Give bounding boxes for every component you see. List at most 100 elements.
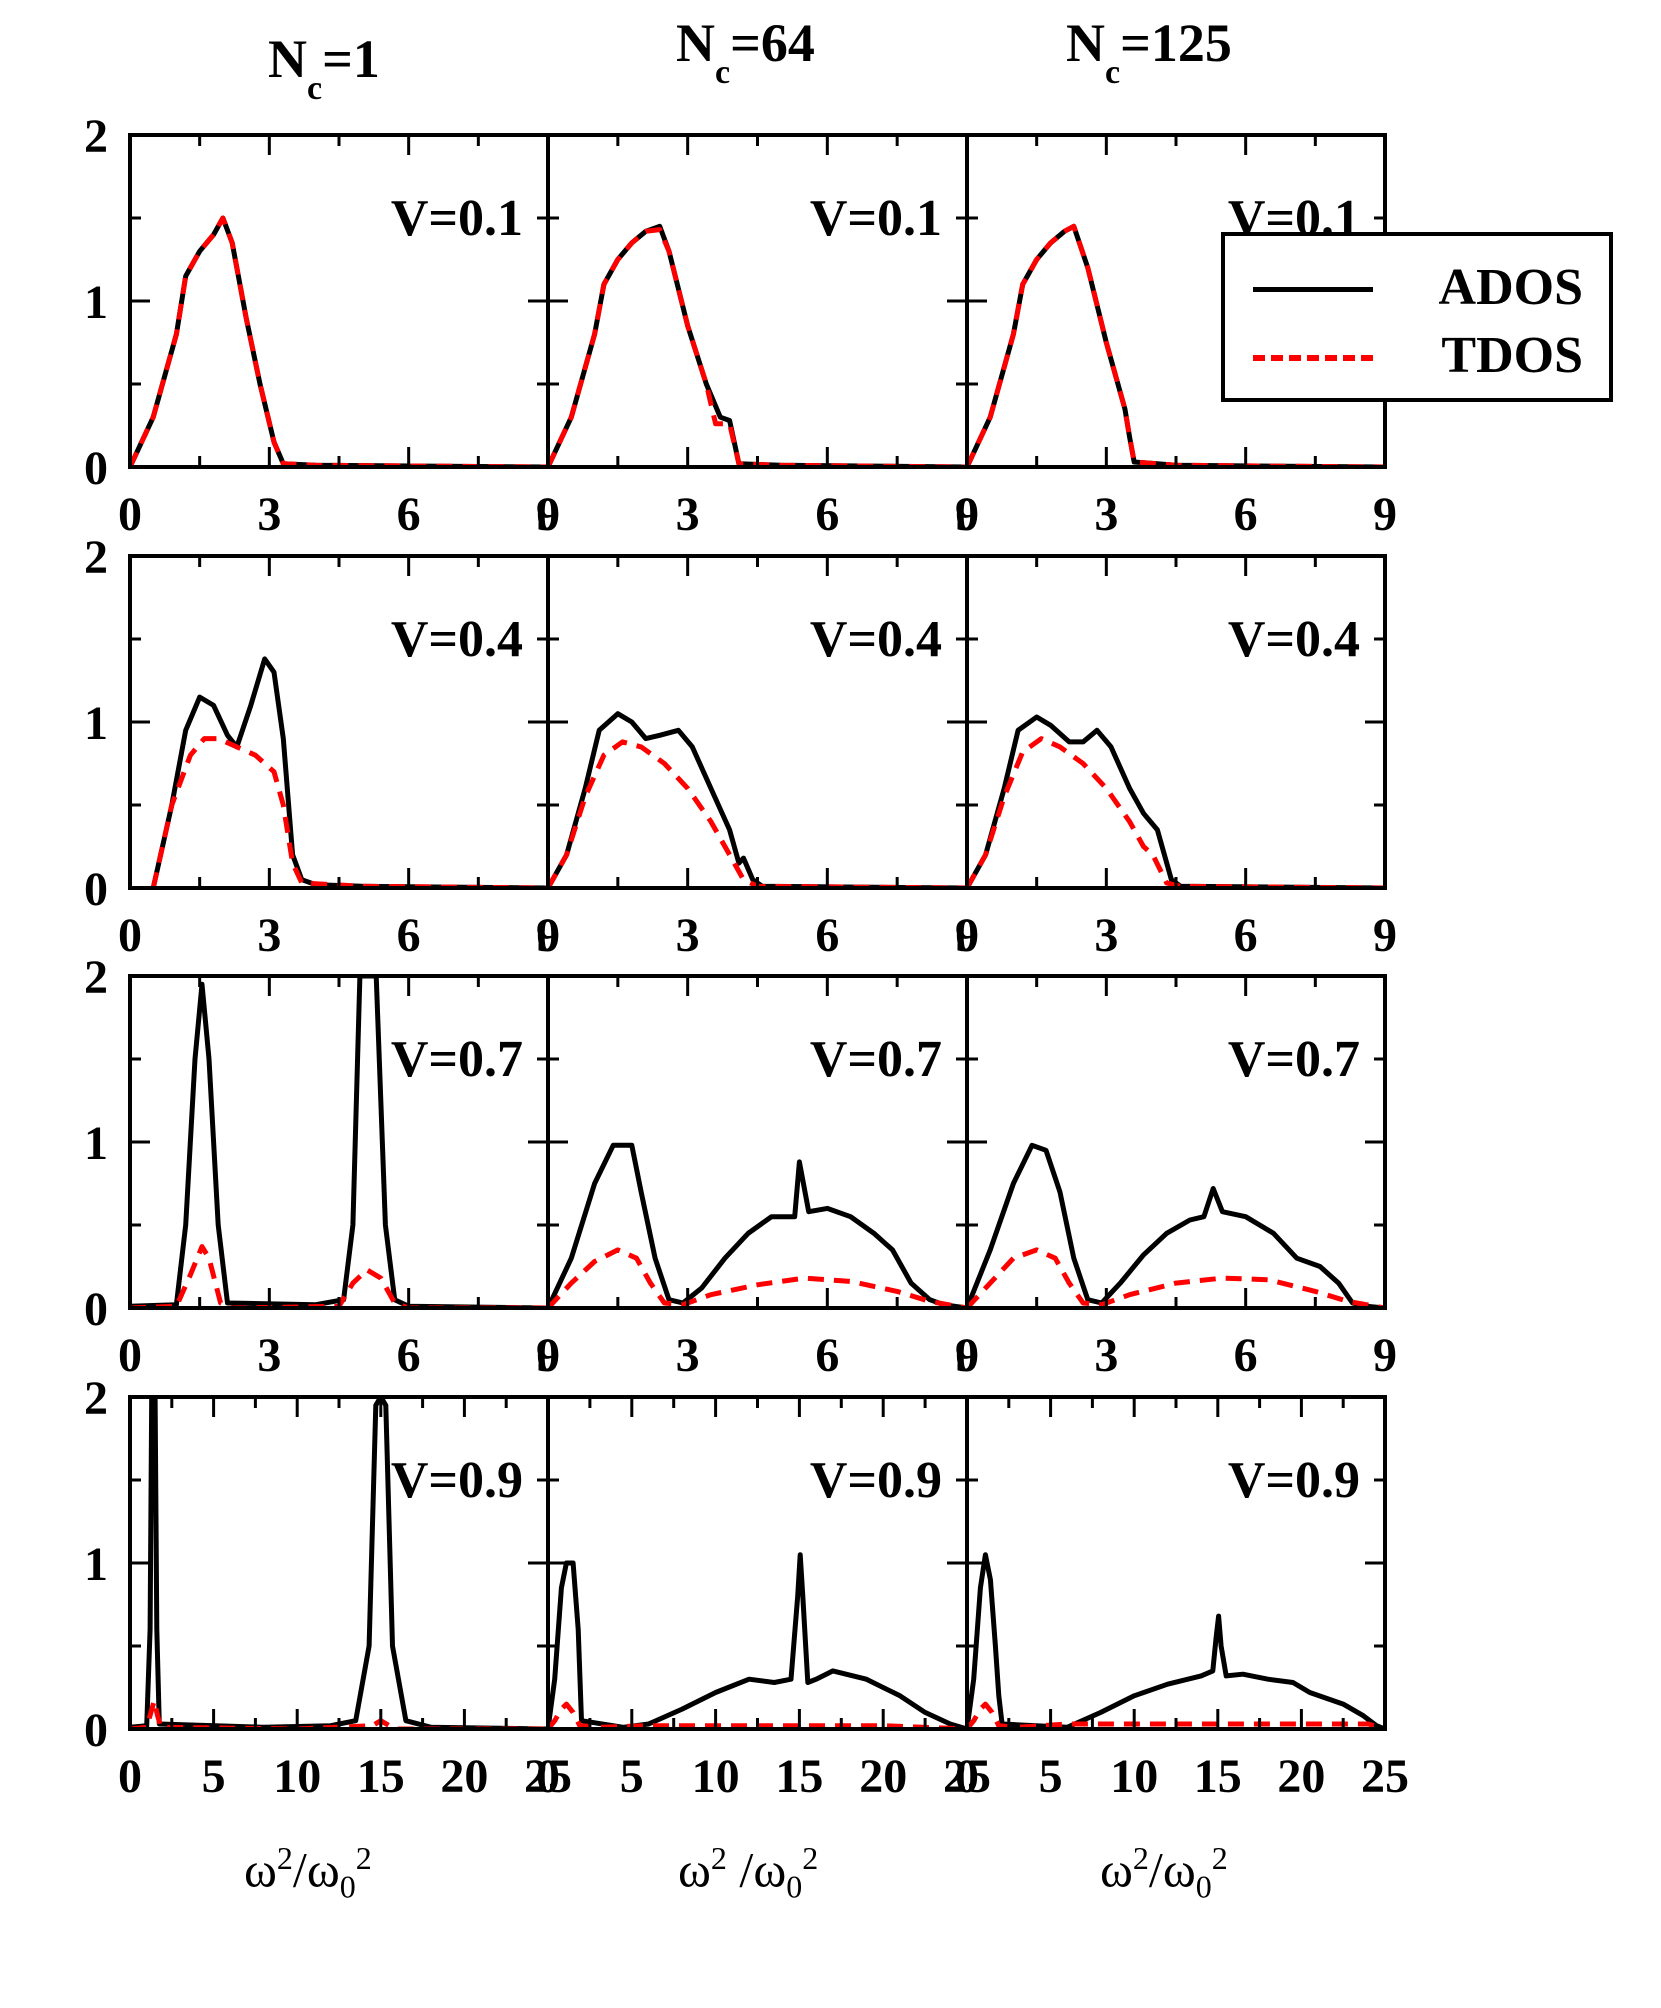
x-tick-label: 6 [815,488,839,541]
ados-curve [130,215,548,467]
panel-r3-c2: 0 5 10 15 20 25 V=0.9 [955,1395,1409,1803]
x-tick-label: 25 [1361,1750,1409,1803]
x-tick-label: 9 [1373,909,1397,962]
v-label: V=0.1 [810,190,942,247]
ados-curve [548,711,967,888]
x-axis-label-col3: ω2/ω02 [1100,1840,1228,1905]
x-tick-label: 0 [955,488,979,541]
v-label: V=0.7 [391,1031,523,1088]
v-label: V=0.9 [1228,1452,1360,1509]
x-tick-label: 6 [815,1329,839,1382]
x-tick-label: 20 [1277,1750,1325,1803]
x-tick-label: 15 [357,1750,405,1803]
tdos-curve [548,227,967,467]
x-tick-label: 3 [257,488,281,541]
tdos-curve [548,739,967,888]
y-tick-label: 1 [84,276,108,329]
tdos-curve [967,223,1385,467]
panel-r2-c2: 0 3 6 9 V=0.7 [955,974,1397,1382]
panel-r0-c1: 0 3 6 9 V=0.1 [536,133,979,541]
x-tick-label: 3 [676,909,700,962]
column-title-nc125: Nc=125 [1066,13,1232,91]
x-tick-label: 5 [1039,1750,1063,1803]
x-tick-label: 5 [202,1750,226,1803]
x-tick-label: 20 [440,1750,488,1803]
x-tick-label: 25 [524,1750,572,1803]
x-tick-label: 6 [1234,909,1258,962]
x-tick-label: 3 [676,1329,700,1382]
x-tick-label: 3 [257,909,281,962]
column-title-nc1: Nc=1 [268,29,380,107]
y-tick-label: 2 [84,1372,108,1425]
panel-r1-c1: 0 3 6 9 V=0.4 [536,554,979,962]
x-tick-label: 10 [273,1750,321,1803]
panel-frame [128,133,550,469]
ados-curve [130,976,548,1308]
panel-r3-c1: 0 5 10 15 20 25 V=0.9 [536,1395,991,1803]
legend-entry-tdos: TDOS [1225,322,1609,392]
x-tick-label: 0 [536,1329,560,1382]
y-tick-label: 0 [84,1283,108,1336]
x-tick-label: 0 [118,1750,142,1803]
panel-frame [965,1395,1387,1731]
x-tick-label: 6 [1234,1329,1258,1382]
x-tick-label: 0 [536,488,560,541]
x-tick-label: 3 [1094,488,1118,541]
tdos-curve [548,1247,967,1308]
panel-frame [965,974,1387,1310]
x-tick-label: 9 [955,488,979,541]
ados-curve [548,223,967,467]
x-tick-label: 6 [397,1329,421,1382]
panel-frame [128,1395,550,1731]
x-tick-label: 6 [397,488,421,541]
x-tick-label: 5 [620,1750,644,1803]
x-tick-label: 0 [118,488,142,541]
x-tick-label: 9 [536,488,560,541]
y-tick-label: 2 [84,110,108,163]
v-label: V=0.9 [391,1452,523,1509]
panel-r1-c2: 0 3 6 9 V=0.4 [955,554,1397,962]
legend-label-tdos: TDOS [1441,327,1583,384]
legend-entry-ados: ADOS [1225,254,1609,324]
x-tick-label: 15 [1194,1750,1242,1803]
y-tick-label: 0 [84,442,108,495]
x-tick-label: 10 [692,1750,740,1803]
ados-curve [967,1552,1385,1729]
legend-swatch-tdos [1253,355,1373,361]
y-tick-label: 2 [84,951,108,1004]
x-tick-label: 9 [536,909,560,962]
y-tick-label: 2 [84,531,108,584]
v-label: V=0.9 [810,1452,942,1509]
x-tick-label: 9 [536,1329,560,1382]
legend: ADOS TDOS [1221,232,1613,402]
x-tick-label: 0 [536,909,560,962]
x-tick-label: 0 [536,1750,560,1803]
tdos-curve [967,736,1385,888]
panel-frame [546,133,969,469]
x-tick-label: 15 [775,1750,823,1803]
v-label: V=0.4 [391,611,523,668]
x-tick-label: 9 [955,1329,979,1382]
tdos-curve [150,736,548,888]
x-tick-label: 6 [815,909,839,962]
x-tick-label: 9 [1373,488,1397,541]
legend-label-ados: ADOS [1438,259,1583,316]
tdos-curve [130,215,548,467]
ados-curve [967,1142,1385,1308]
y-tick-label: 0 [84,863,108,916]
x-tick-label: 9 [955,909,979,962]
x-tick-label: 25 [943,1750,991,1803]
y-tick-label: 0 [84,1704,108,1757]
x-tick-label: 3 [1094,909,1118,962]
v-label: V=0.7 [810,1031,942,1088]
y-tick-label: 1 [84,697,108,750]
ados-curve [967,714,1385,888]
v-label: V=0.4 [1228,611,1360,668]
x-tick-label: 3 [676,488,700,541]
ados-curve [548,1142,967,1308]
x-tick-label: 3 [257,1329,281,1382]
